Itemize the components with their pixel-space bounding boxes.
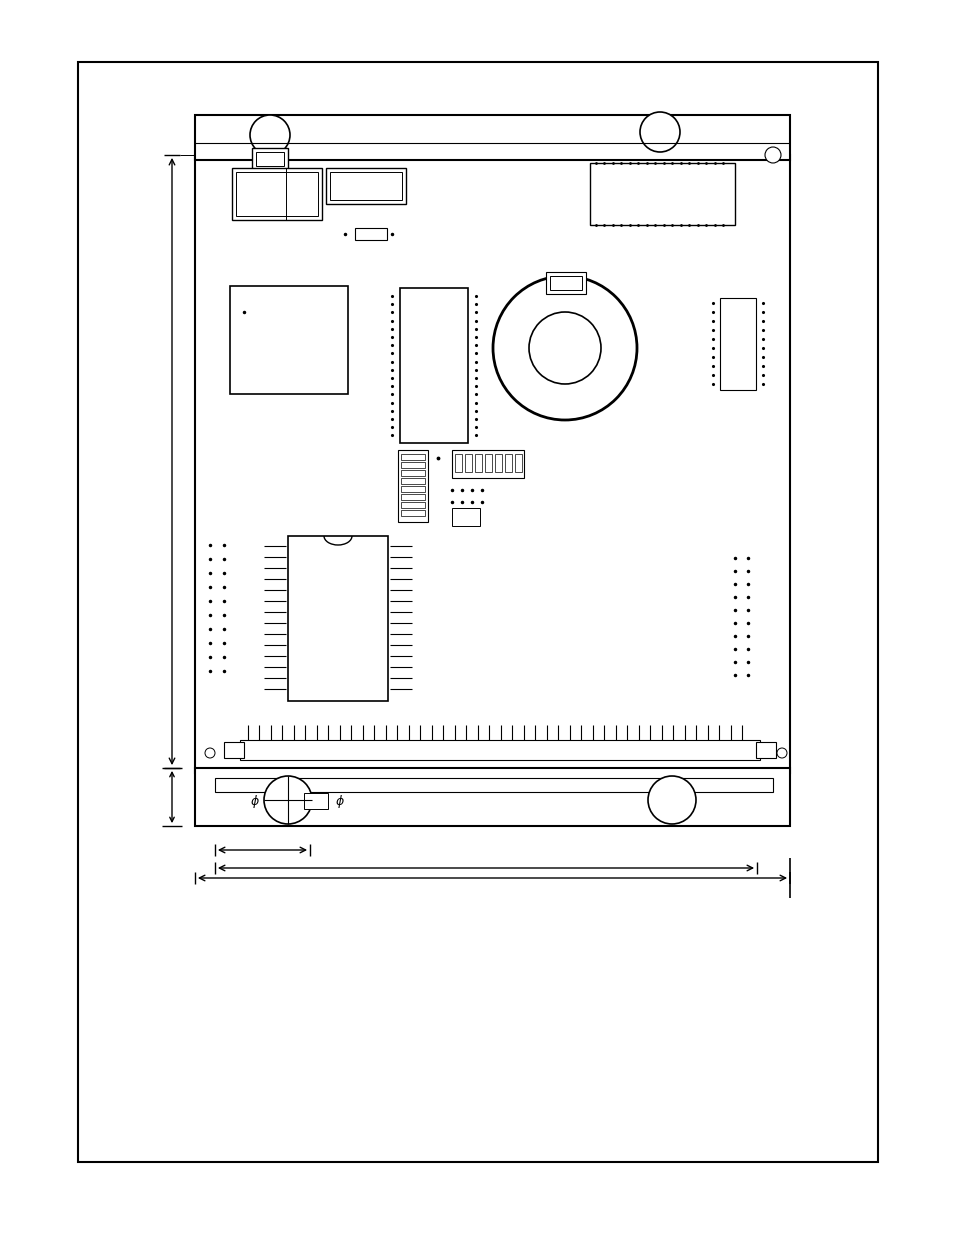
Bar bbox=[452, 450, 523, 478]
Bar bbox=[194, 115, 789, 161]
Bar bbox=[484, 454, 492, 472]
Bar bbox=[78, 62, 877, 1162]
Circle shape bbox=[205, 748, 214, 758]
Bar bbox=[400, 471, 424, 475]
Bar bbox=[230, 287, 348, 394]
Bar bbox=[515, 454, 521, 472]
Bar bbox=[255, 152, 284, 165]
Circle shape bbox=[264, 776, 312, 824]
Bar bbox=[194, 156, 789, 773]
Bar bbox=[475, 454, 481, 472]
Bar bbox=[240, 740, 760, 760]
Bar bbox=[495, 454, 501, 472]
Bar bbox=[455, 454, 461, 472]
Circle shape bbox=[529, 312, 600, 384]
Bar bbox=[397, 450, 428, 522]
Circle shape bbox=[639, 112, 679, 152]
Bar bbox=[755, 742, 775, 758]
Bar bbox=[252, 148, 288, 170]
Bar bbox=[194, 768, 789, 826]
Bar bbox=[504, 454, 512, 472]
Circle shape bbox=[647, 776, 696, 824]
Circle shape bbox=[764, 147, 781, 163]
Circle shape bbox=[250, 115, 290, 156]
Bar bbox=[550, 275, 581, 290]
Bar bbox=[720, 298, 755, 390]
Bar bbox=[400, 454, 424, 459]
Text: $\phi$: $\phi$ bbox=[250, 794, 259, 810]
Bar bbox=[400, 487, 424, 492]
Bar bbox=[355, 228, 387, 240]
Bar bbox=[400, 501, 424, 508]
Circle shape bbox=[776, 748, 786, 758]
Bar bbox=[400, 510, 424, 516]
Bar bbox=[214, 778, 772, 792]
Bar bbox=[545, 272, 585, 294]
Circle shape bbox=[493, 275, 637, 420]
Bar bbox=[400, 462, 424, 468]
Bar bbox=[232, 168, 322, 220]
Text: $\phi$: $\phi$ bbox=[335, 794, 345, 810]
Bar bbox=[288, 536, 388, 701]
Bar bbox=[330, 172, 401, 200]
Bar bbox=[399, 288, 468, 443]
Bar bbox=[235, 172, 317, 216]
Bar bbox=[304, 793, 328, 809]
Bar bbox=[326, 168, 406, 204]
Bar bbox=[400, 494, 424, 500]
Bar bbox=[589, 163, 734, 225]
Bar bbox=[400, 478, 424, 484]
Bar bbox=[452, 508, 479, 526]
Bar bbox=[224, 742, 244, 758]
Bar bbox=[464, 454, 472, 472]
